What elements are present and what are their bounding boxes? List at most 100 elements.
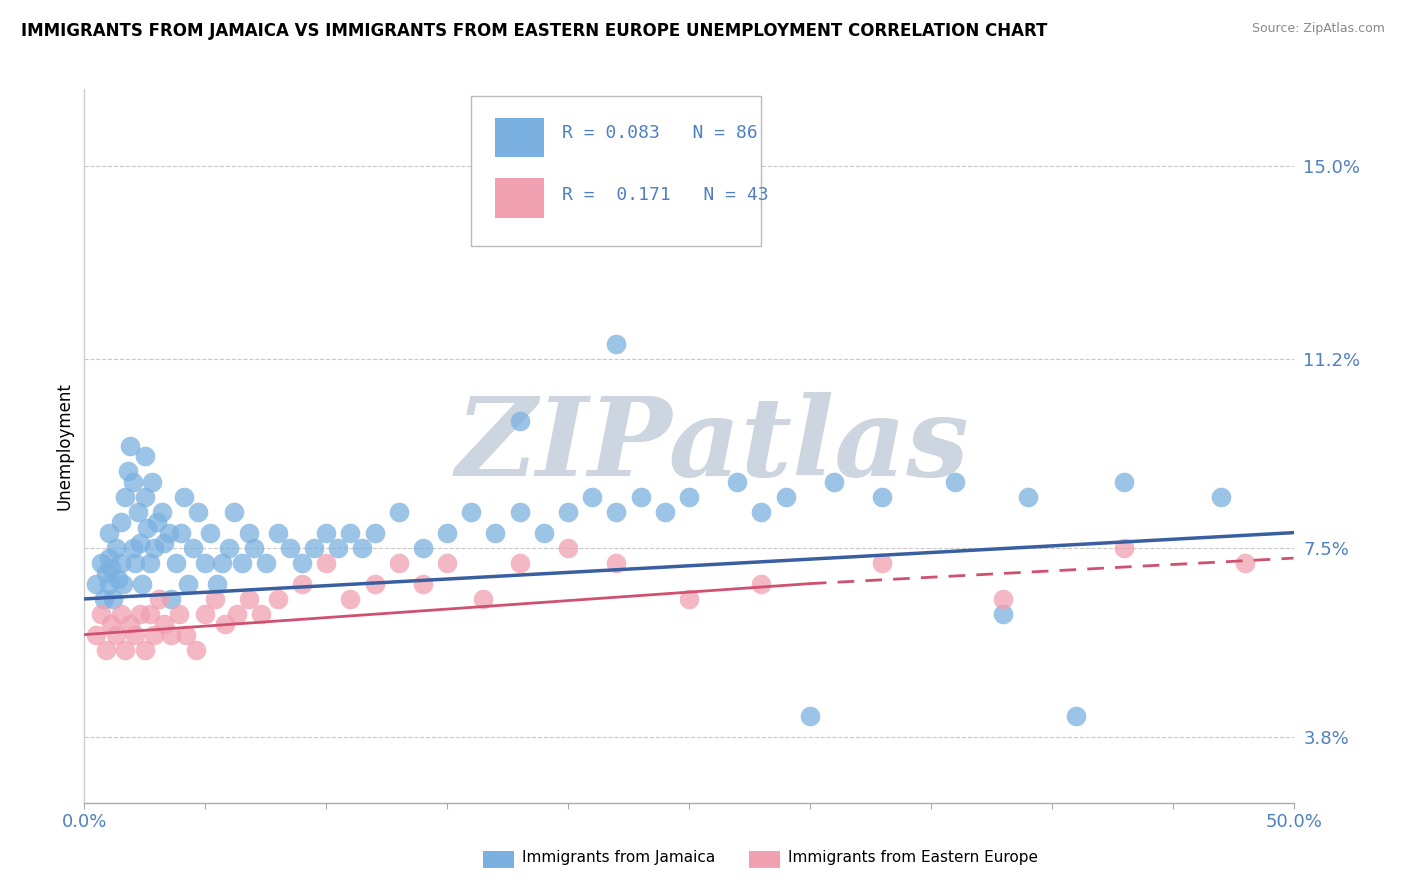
Point [104, 627, 127, 641]
Point [352, 541, 374, 555]
Point [124, 556, 146, 570]
Point [218, 541, 240, 555]
Text: Immigrants from Eastern Europe: Immigrants from Eastern Europe [789, 850, 1038, 865]
Text: R = 0.083   N = 86: R = 0.083 N = 86 [562, 125, 758, 143]
Point [86, 627, 108, 641]
FancyBboxPatch shape [471, 96, 762, 246]
Point [315, 556, 337, 570]
Point [267, 591, 290, 606]
Point [124, 627, 146, 641]
Point [509, 505, 531, 519]
Point [143, 541, 166, 555]
Point [799, 709, 821, 723]
Point [153, 536, 176, 550]
Point [167, 607, 190, 622]
Point [1234, 556, 1257, 570]
Point [187, 505, 209, 519]
Point [472, 591, 495, 606]
Point [363, 525, 385, 540]
Point [211, 556, 233, 570]
Point [194, 556, 217, 570]
Point [291, 556, 314, 570]
Point [1114, 541, 1136, 555]
Point [242, 541, 264, 555]
Point [278, 541, 301, 555]
Point [107, 572, 129, 586]
Point [114, 643, 136, 657]
Point [104, 541, 127, 555]
Point [181, 541, 204, 555]
Point [136, 520, 159, 534]
Point [678, 591, 700, 606]
Point [97, 551, 120, 566]
Point [120, 439, 142, 453]
Point [302, 541, 325, 555]
Point [605, 556, 627, 570]
Point [160, 591, 183, 606]
Point [97, 576, 120, 591]
Point [484, 525, 506, 540]
Point [412, 541, 434, 555]
Point [134, 643, 156, 657]
Point [775, 490, 797, 504]
Point [231, 556, 253, 570]
Point [177, 576, 200, 591]
Point [751, 505, 773, 519]
Point [557, 541, 579, 555]
Point [120, 617, 142, 632]
Point [150, 505, 173, 519]
Point [605, 505, 627, 519]
Point [110, 556, 132, 570]
Point [1064, 709, 1087, 723]
Text: Immigrants from Jamaica: Immigrants from Jamaica [522, 850, 716, 865]
Point [100, 617, 122, 632]
Text: R =  0.171   N = 43: R = 0.171 N = 43 [562, 186, 769, 203]
Point [138, 607, 160, 622]
Y-axis label: Unemployment: Unemployment [55, 382, 73, 510]
Point [207, 576, 229, 591]
Point [93, 591, 115, 606]
Point [121, 475, 143, 489]
Point [436, 525, 458, 540]
Point [412, 576, 434, 591]
Point [97, 525, 120, 540]
Point [138, 556, 160, 570]
Point [315, 525, 337, 540]
Point [872, 556, 894, 570]
Point [110, 607, 132, 622]
Point [630, 490, 652, 504]
FancyBboxPatch shape [749, 851, 780, 869]
Point [460, 505, 482, 519]
Point [127, 505, 149, 519]
Text: ZIPatlas: ZIPatlas [456, 392, 970, 500]
Point [557, 505, 579, 519]
Point [254, 556, 277, 570]
Point [250, 607, 273, 622]
FancyBboxPatch shape [495, 178, 544, 218]
Point [943, 475, 966, 489]
Point [533, 525, 555, 540]
Point [328, 541, 350, 555]
Point [1114, 475, 1136, 489]
Point [1209, 490, 1232, 504]
Point [388, 556, 411, 570]
Point [725, 475, 748, 489]
Point [194, 607, 217, 622]
Point [993, 607, 1015, 622]
Point [1017, 490, 1039, 504]
Point [605, 337, 627, 351]
Point [100, 561, 122, 575]
Point [363, 576, 385, 591]
Point [90, 556, 112, 570]
Point [678, 490, 700, 504]
Point [165, 556, 187, 570]
Point [184, 643, 207, 657]
Point [267, 525, 290, 540]
Point [238, 591, 260, 606]
Point [339, 525, 361, 540]
Point [214, 617, 236, 632]
Point [146, 516, 169, 530]
Point [198, 525, 221, 540]
Point [339, 591, 361, 606]
Point [114, 490, 136, 504]
